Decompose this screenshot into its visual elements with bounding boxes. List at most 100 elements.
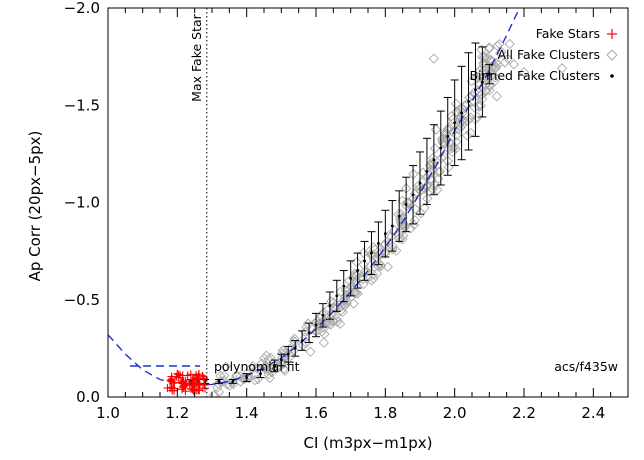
binned-point (464, 52, 473, 151)
cluster-point (484, 42, 495, 53)
cluster-point (305, 346, 316, 357)
fake-star-point (198, 372, 207, 381)
binned-point (277, 353, 286, 367)
x-tick-label: 2.0 (443, 404, 467, 422)
binned-point (270, 359, 279, 373)
cluster-point (318, 337, 329, 348)
cluster-point (427, 165, 438, 176)
cluster-point (374, 258, 385, 269)
cluster-point (471, 73, 483, 84)
filter-label: acs/f435w (554, 359, 618, 374)
binned-point (402, 176, 411, 233)
cluster-point (331, 313, 342, 325)
legend-label: Fake Stars (536, 26, 600, 41)
cluster-point (457, 120, 468, 131)
cluster-point (489, 72, 501, 83)
cluster-point (491, 91, 502, 102)
cluster-point (468, 96, 480, 107)
binned-point (381, 209, 390, 258)
cluster-point (228, 379, 239, 390)
binned-point (388, 200, 397, 252)
fake-star-point (201, 384, 210, 393)
binned-point (228, 378, 237, 384)
fake-star-point (174, 370, 183, 379)
binned-point (332, 279, 341, 312)
cluster-point (227, 376, 238, 388)
fake-star-point (179, 383, 188, 392)
cluster-point (274, 361, 285, 372)
cluster-point (480, 85, 492, 96)
cluster-point (231, 370, 242, 382)
cluster-point (367, 269, 379, 280)
cluster-point (504, 38, 515, 50)
binned-point (443, 96, 452, 176)
fake-star-point (181, 387, 190, 396)
cluster-point (289, 333, 300, 344)
binned-point (305, 322, 314, 344)
cluster-point (250, 369, 261, 380)
binned-point (367, 231, 376, 275)
binned-point (312, 312, 320, 338)
cluster-point (288, 335, 299, 347)
binned-point (450, 79, 459, 167)
plot-frame (107, 7, 629, 398)
binned-point (395, 190, 404, 242)
binned-point (374, 221, 383, 266)
binned-point (242, 373, 251, 382)
cluster-point (478, 58, 489, 69)
binned-point (346, 260, 355, 297)
binned-point (298, 330, 307, 351)
y-tick-label: −1.0 (64, 194, 100, 212)
cluster-point (350, 288, 361, 299)
fake-star-point (200, 374, 209, 383)
cluster-point (462, 115, 473, 126)
cluster-point (410, 203, 421, 215)
y-tick-label: −1.5 (64, 96, 100, 114)
binned-point (360, 240, 369, 281)
legend-entry: All Fake Clusters (497, 47, 618, 62)
cluster-point (302, 318, 314, 329)
fake-star-point (168, 374, 177, 383)
cluster-point (249, 375, 261, 386)
cluster-point (409, 215, 420, 226)
cluster-point (276, 352, 288, 363)
binned-point (353, 252, 362, 289)
cluster-point (441, 128, 452, 139)
binned-point (284, 345, 293, 363)
cluster-point (351, 271, 362, 282)
max-fake-star-label: Max Fake Star (189, 13, 204, 101)
cluster-point (475, 100, 486, 111)
fake-star-point (189, 386, 198, 395)
cluster-outlier-point (428, 53, 440, 64)
binned-point (416, 151, 424, 215)
cluster-outlier-point (518, 67, 530, 78)
cluster-point (447, 114, 459, 125)
cluster-point (358, 247, 369, 258)
binned-point (485, 63, 494, 85)
fake-star-point (182, 379, 191, 388)
cluster-point (398, 230, 409, 241)
cluster-point (451, 106, 463, 117)
cluster-point (451, 136, 462, 147)
cluster-point (366, 275, 377, 286)
x-tick-label: 1.8 (373, 404, 397, 422)
legend-entry: Binned Fake Clusters (469, 68, 614, 83)
cluster-point (499, 57, 511, 68)
binned-point (318, 303, 327, 328)
fake-star-point (195, 380, 204, 389)
fake-star-point (194, 371, 203, 380)
cluster-point (339, 300, 350, 311)
cluster-point (219, 370, 230, 381)
cluster-point (391, 245, 402, 256)
fake-star-point (167, 376, 176, 385)
y-tick-label: −0.5 (64, 291, 100, 309)
binned-point (291, 340, 300, 357)
cluster-point (420, 183, 431, 195)
cluster-point (344, 275, 355, 286)
cluster-point (469, 102, 480, 113)
binned-point (457, 65, 466, 161)
fake-star-point (192, 373, 201, 382)
cluster-point (263, 362, 274, 373)
x-tick-label: 1.2 (165, 404, 189, 422)
y-axis-title: Ap Corr (20px−5px) (26, 131, 44, 282)
